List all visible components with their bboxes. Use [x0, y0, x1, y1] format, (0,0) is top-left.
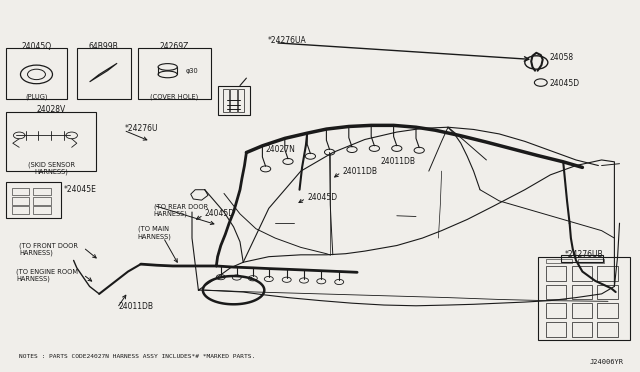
Bar — [597, 285, 618, 299]
Text: 24027N: 24027N — [266, 145, 296, 154]
Bar — [561, 255, 603, 262]
Text: (TO ENGINE ROOM
HARNESS): (TO ENGINE ROOM HARNESS) — [16, 268, 78, 282]
Bar — [138, 48, 211, 99]
Text: *24276UB: *24276UB — [564, 250, 603, 259]
Bar — [546, 285, 566, 299]
Bar — [33, 197, 51, 205]
Bar — [238, 89, 244, 112]
Bar — [572, 285, 592, 299]
Text: 24045D: 24045D — [307, 193, 337, 202]
Bar — [572, 322, 592, 337]
Text: *24045E: *24045E — [64, 185, 97, 194]
Bar — [546, 266, 566, 281]
Text: *24276U: *24276U — [125, 124, 158, 133]
Text: (COVER HOLE): (COVER HOLE) — [150, 93, 198, 100]
Text: 24045Q: 24045Q — [21, 42, 52, 51]
Bar — [230, 89, 237, 112]
Bar — [12, 197, 29, 205]
Bar — [12, 206, 29, 214]
Bar — [597, 322, 618, 337]
Text: 24011DB: 24011DB — [381, 157, 416, 166]
Text: NOTES : PARTS CODE24027N HARNESS ASSY INCLUDES*# *MARKED PARTS.: NOTES : PARTS CODE24027N HARNESS ASSY IN… — [19, 354, 255, 359]
Bar — [33, 206, 51, 214]
Bar — [572, 303, 592, 318]
Text: 24011DB: 24011DB — [342, 167, 378, 176]
Bar — [6, 182, 61, 218]
Text: φ30: φ30 — [186, 68, 198, 74]
Text: (TO REAR DOOR
HARNESS): (TO REAR DOOR HARNESS) — [154, 203, 208, 217]
Text: (TO FRONT DOOR
HARNESS): (TO FRONT DOOR HARNESS) — [19, 242, 78, 256]
Text: (PLUG): (PLUG) — [25, 93, 48, 100]
Text: J24006YR: J24006YR — [590, 359, 624, 365]
Bar — [33, 188, 51, 195]
Bar — [218, 86, 250, 115]
Bar — [597, 303, 618, 318]
Bar — [12, 188, 29, 195]
Text: 24045D: 24045D — [549, 79, 579, 88]
Text: 64B99B: 64B99B — [89, 42, 118, 51]
Text: 24058: 24058 — [549, 53, 573, 62]
Bar — [572, 266, 592, 281]
Text: 24011DB: 24011DB — [118, 302, 154, 311]
Bar — [223, 89, 229, 112]
Bar — [578, 259, 604, 263]
Text: (TO MAIN
HARNESS): (TO MAIN HARNESS) — [138, 225, 172, 240]
Bar — [546, 303, 566, 318]
Text: 24028V: 24028V — [36, 105, 66, 114]
Bar — [538, 257, 630, 340]
Bar — [6, 48, 67, 99]
Text: 24269Z: 24269Z — [159, 42, 189, 51]
Bar — [546, 322, 566, 337]
Bar — [546, 259, 572, 263]
Text: (SKID SENSOR
HARNESS): (SKID SENSOR HARNESS) — [28, 161, 75, 175]
Bar — [597, 266, 618, 281]
Bar — [6, 112, 96, 171]
Text: 24045D: 24045D — [205, 209, 235, 218]
Bar — [77, 48, 131, 99]
Text: *24276UA: *24276UA — [268, 36, 307, 45]
